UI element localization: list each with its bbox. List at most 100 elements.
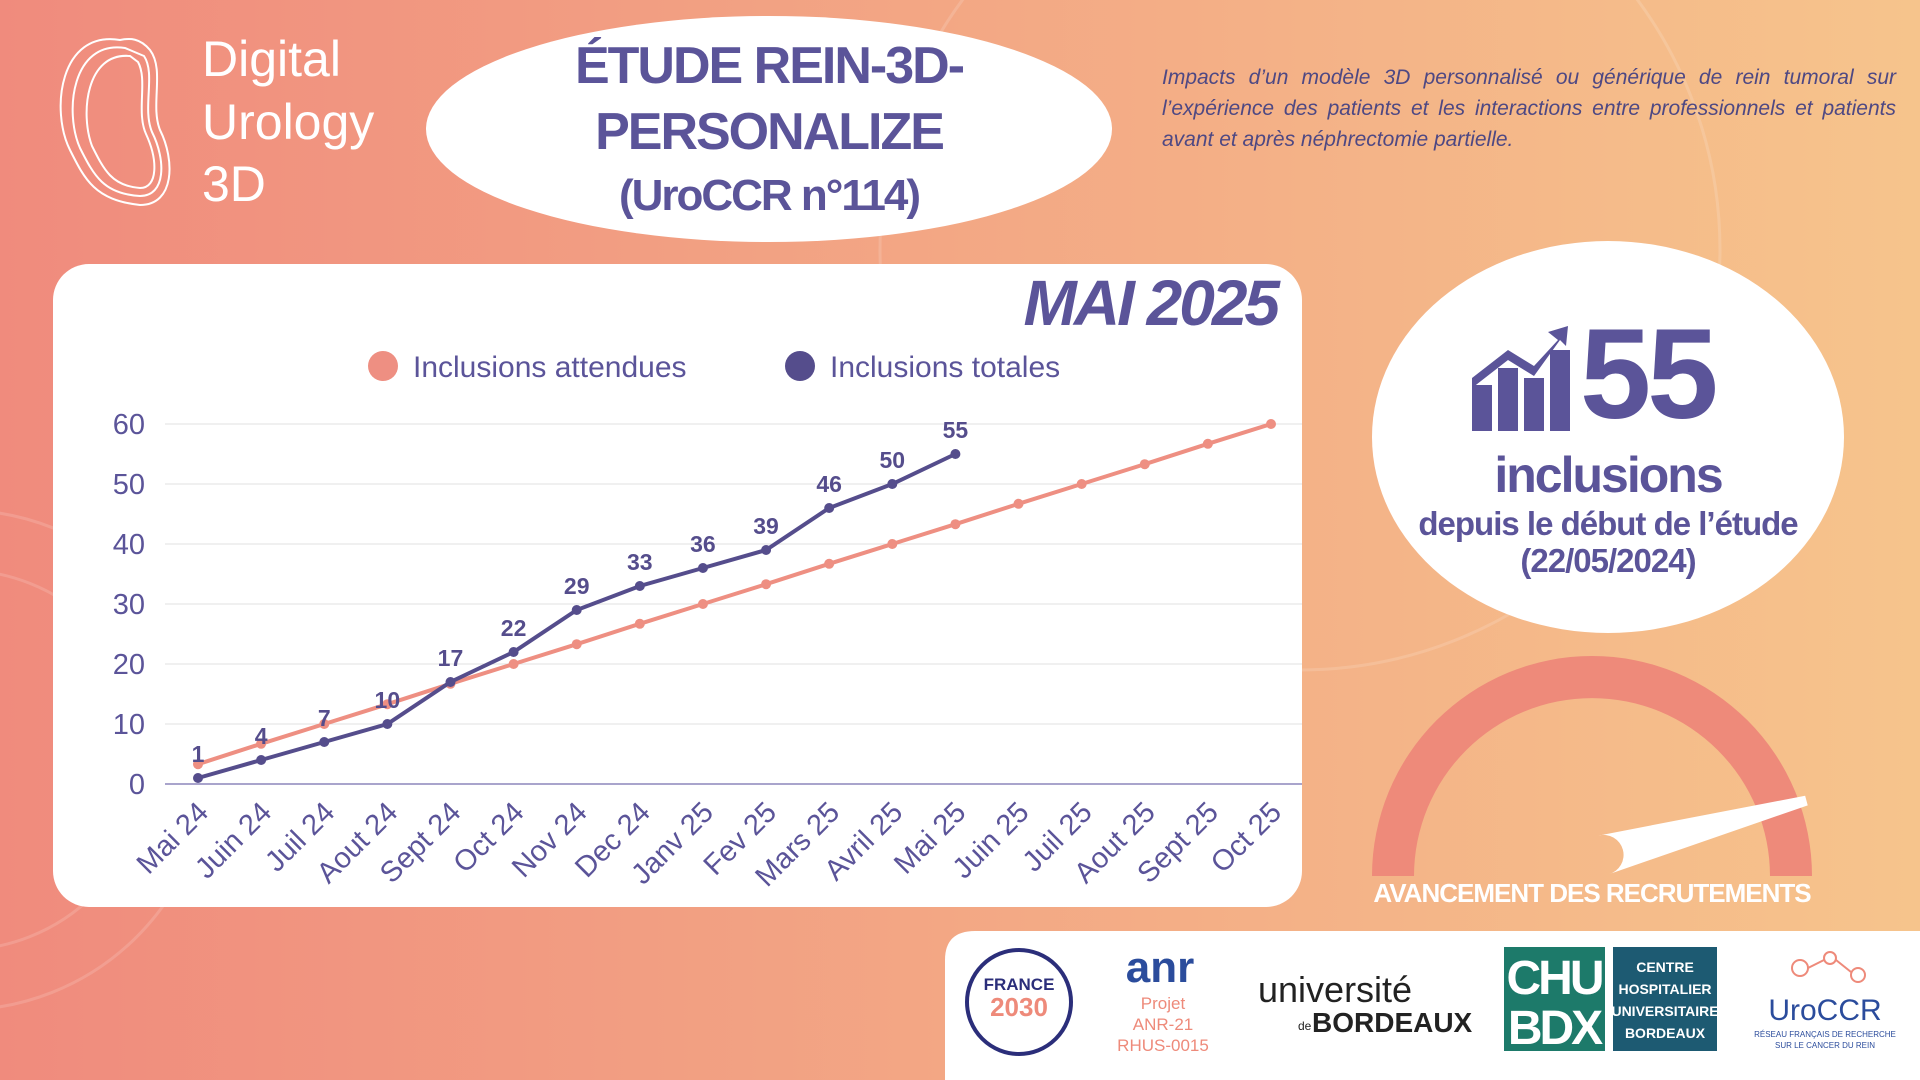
- legend-swatch: [785, 351, 815, 381]
- data-point: [1266, 419, 1276, 429]
- data-label: 39: [753, 513, 779, 539]
- data-point: [824, 503, 835, 513]
- france-logo: [965, 948, 1073, 1056]
- y-tick-label: 40: [113, 529, 145, 561]
- data-label: 1: [192, 741, 205, 767]
- summary-count: 55: [1580, 303, 1715, 446]
- title: (UroCCR n°114): [619, 171, 919, 220]
- data-point: [256, 755, 267, 765]
- partner-text: Projet: [1141, 994, 1186, 1013]
- partner-text: CENTRE: [1636, 959, 1694, 975]
- summary-subline: (22/05/2024): [1520, 542, 1695, 579]
- data-point: [950, 519, 961, 530]
- data-point: [1139, 459, 1150, 470]
- data-label: 22: [501, 615, 527, 641]
- partner-text: HOSPITALIER: [1618, 981, 1711, 997]
- partner-text: BORDEAUX: [1625, 1025, 1706, 1041]
- data-point: [697, 599, 708, 609]
- partner-text: FRANCE: [984, 975, 1055, 994]
- data-point: [697, 563, 708, 573]
- legend-label: Inclusions attendues: [413, 351, 687, 384]
- data-point: [319, 737, 330, 747]
- chu-logo: [1504, 947, 1605, 1051]
- partner-text: UNIVERSITAIRE: [1611, 1003, 1718, 1019]
- growth-icon: [1472, 326, 1570, 431]
- data-point: [887, 539, 898, 549]
- series-line: [197, 422, 1272, 767]
- data-point: [508, 647, 519, 657]
- partner-text: UroCCR: [1768, 994, 1881, 1027]
- summary-bubble: [1372, 241, 1844, 633]
- data-point: [571, 639, 582, 650]
- partner-text: RÉSEAU FRANÇAIS DE RECHERCHE: [1754, 1030, 1896, 1039]
- data-point: [1202, 438, 1213, 449]
- data-point: [193, 759, 203, 770]
- data-point: [887, 479, 898, 489]
- data-label: 33: [627, 549, 653, 575]
- logo-text: Urology: [202, 94, 374, 150]
- y-tick-label: 50: [113, 469, 145, 501]
- summary-subline: depuis le début de l’étude: [1418, 505, 1798, 542]
- gauge-needle: [1598, 795, 1808, 875]
- title: PERSONALIZE: [595, 103, 943, 161]
- data-point: [1013, 498, 1024, 509]
- partner-text: université: [1258, 969, 1412, 1010]
- data-label: 50: [879, 447, 905, 473]
- legend-swatch: [368, 351, 398, 381]
- data-point: [950, 449, 961, 459]
- data-point: [571, 605, 582, 615]
- gauge: [1598, 795, 1808, 875]
- logo-text: Digital: [202, 31, 341, 87]
- partner-text: 2030: [990, 992, 1048, 1022]
- y-tick-label: 60: [113, 409, 145, 441]
- data-point: [445, 677, 456, 687]
- partner-text: RHUS-0015: [1117, 1036, 1209, 1055]
- data-label: 36: [690, 531, 716, 557]
- summary-label: inclusions: [1494, 447, 1721, 503]
- gauge-arc: [1372, 656, 1812, 876]
- data-point: [508, 659, 519, 669]
- data-label: 55: [943, 417, 969, 443]
- chu-logo: [1613, 947, 1717, 1051]
- y-tick-label: 10: [113, 709, 145, 741]
- uroccr-icon: [1791, 951, 1866, 983]
- data-point: [382, 699, 393, 710]
- data-label: 4: [255, 723, 268, 749]
- data-point: [256, 738, 267, 749]
- partner-text: BDX: [1508, 1002, 1603, 1055]
- logo-text: 3D: [202, 156, 266, 212]
- partner-text: SUR LE CANCER DU REIN: [1775, 1041, 1875, 1050]
- chart-card: [53, 264, 1302, 907]
- data-point: [824, 558, 835, 569]
- data-label: 17: [438, 645, 464, 671]
- y-tick-label: 30: [113, 589, 145, 621]
- title-bubble: [426, 16, 1112, 242]
- data-point: [382, 719, 393, 729]
- gauge-label: AVANCEMENT DES RECRUTEMENTS: [1373, 878, 1811, 908]
- chart-title: MAI 2025: [1024, 267, 1282, 339]
- data-point: [1076, 479, 1087, 489]
- data-label: 46: [816, 471, 842, 497]
- legend-label: Inclusions totales: [830, 351, 1060, 384]
- data-point: [761, 545, 772, 555]
- data-point: [761, 579, 772, 590]
- partner-text: anr: [1126, 943, 1194, 992]
- data-point: [193, 773, 203, 783]
- logo-mark: [59, 38, 171, 207]
- data-label: 29: [564, 573, 590, 599]
- data-point: [634, 581, 645, 591]
- y-tick-label: 20: [113, 649, 145, 681]
- partner-text: ANR-21: [1133, 1015, 1193, 1034]
- data-point: [319, 719, 330, 729]
- data-point: [634, 618, 645, 629]
- data-label: 7: [318, 705, 331, 731]
- partner-text: BORDEAUX: [1312, 1007, 1473, 1038]
- title: ÉTUDE REIN-3D-: [575, 37, 964, 95]
- partner-text: CHU: [1507, 952, 1602, 1005]
- partner-text: de: [1298, 1019, 1312, 1033]
- description: Impacts d’un modèle 3D personnalisé ou g…: [1162, 66, 1896, 151]
- y-tick-label: 0: [129, 769, 145, 801]
